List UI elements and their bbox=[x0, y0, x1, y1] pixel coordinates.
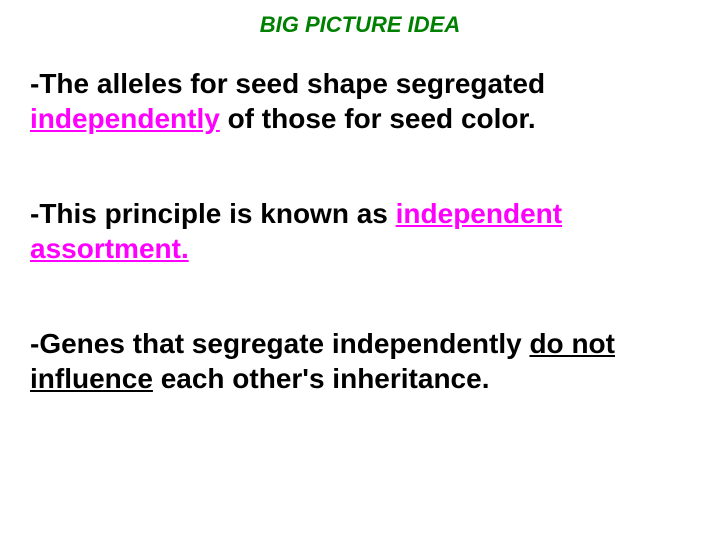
bullet-3-suffix: each other's inheritance. bbox=[153, 363, 490, 394]
slide: BIG PICTURE IDEA -The alleles for seed s… bbox=[0, 0, 720, 540]
bullet-1-prefix: -The alleles for seed shape segregated bbox=[30, 68, 545, 99]
bullet-2: -This principle is known as independent … bbox=[30, 196, 690, 266]
slide-title: BIG PICTURE IDEA bbox=[30, 12, 690, 38]
bullet-3-prefix: -Genes that segregate independently bbox=[30, 328, 529, 359]
bullet-3: -Genes that segregate independently do n… bbox=[30, 326, 690, 396]
bullet-2-prefix: -This principle is known as bbox=[30, 198, 396, 229]
bullet-1-suffix: of those for seed color. bbox=[220, 103, 536, 134]
bullet-1: -The alleles for seed shape segregated i… bbox=[30, 66, 690, 136]
bullet-1-underlined: independently bbox=[30, 103, 220, 134]
